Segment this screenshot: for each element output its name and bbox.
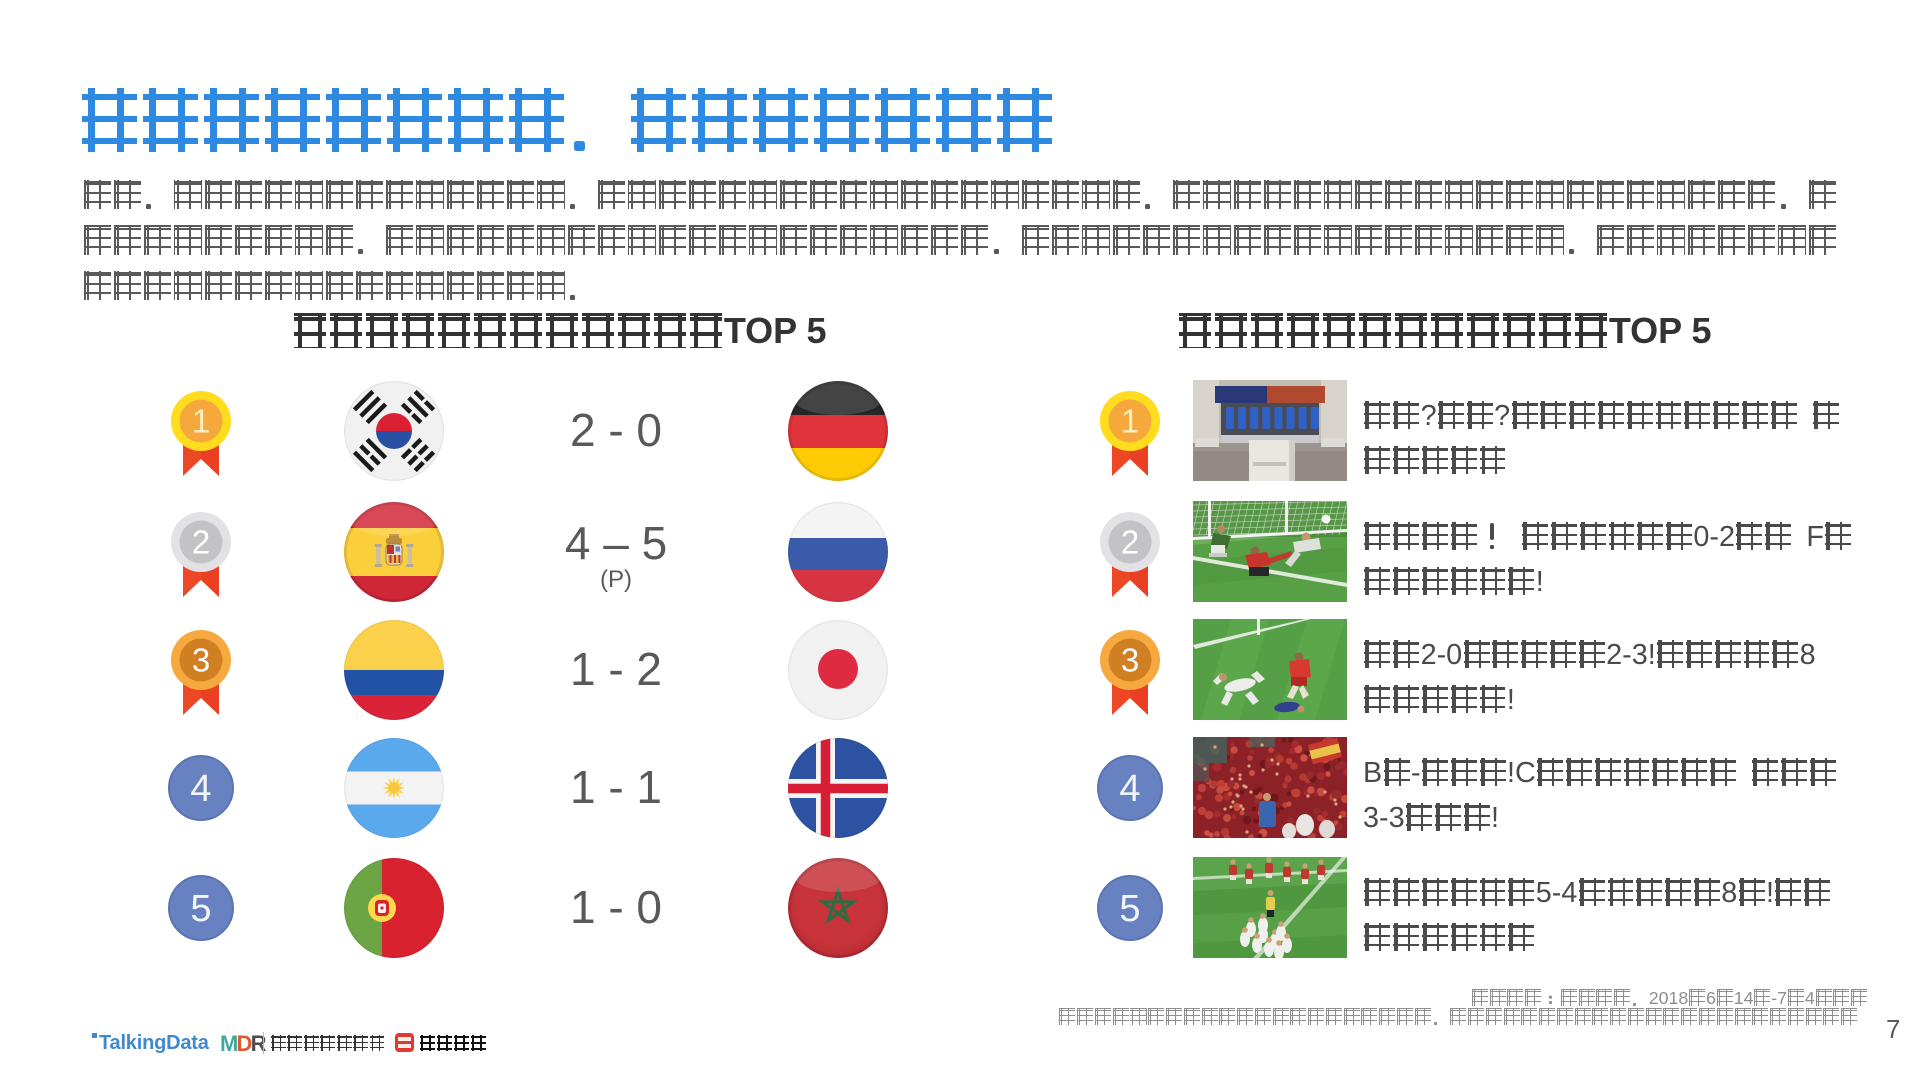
svg-text:2: 2 xyxy=(192,524,210,561)
svg-text:3: 3 xyxy=(1121,642,1139,679)
svg-text:5: 5 xyxy=(1119,888,1140,930)
svg-text:1: 1 xyxy=(192,403,210,440)
svg-text:1: 1 xyxy=(1121,403,1139,440)
svg-text:5: 5 xyxy=(190,888,211,930)
svg-text:3: 3 xyxy=(192,642,210,679)
svg-text:2: 2 xyxy=(1121,524,1139,561)
svg-text:4: 4 xyxy=(190,768,211,810)
svg-text:4: 4 xyxy=(1119,768,1140,810)
